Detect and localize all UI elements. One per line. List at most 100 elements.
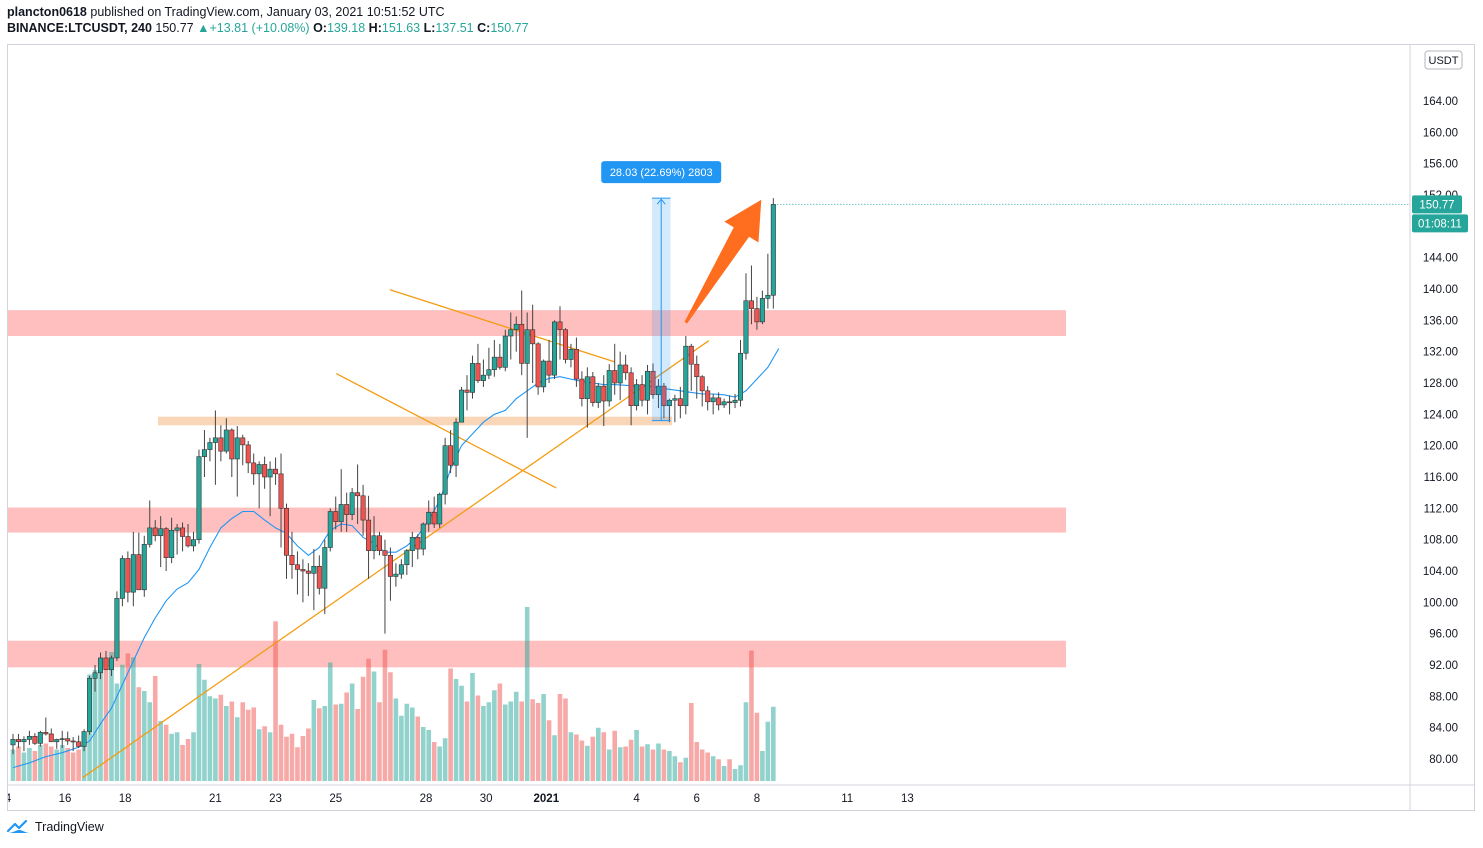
volume-bar xyxy=(131,657,136,781)
candle xyxy=(103,650,109,671)
candle-body xyxy=(70,740,76,743)
volume-bar xyxy=(404,703,410,781)
candle-body xyxy=(628,372,634,407)
candle-body xyxy=(677,398,683,407)
price-tick-label: 92.00 xyxy=(1429,660,1458,672)
footer-brand[interactable]: TradingView xyxy=(35,820,104,834)
volume-bar xyxy=(344,692,349,781)
candle xyxy=(469,355,475,399)
candle xyxy=(59,730,65,749)
candle-body xyxy=(579,378,585,399)
currency-box[interactable] xyxy=(1424,50,1463,70)
volume-bar xyxy=(459,685,464,781)
candle-body xyxy=(180,527,186,537)
candle-body xyxy=(743,300,749,354)
candle-body xyxy=(305,570,311,574)
volume-bar xyxy=(513,691,519,781)
candle xyxy=(645,364,651,415)
volume-bar xyxy=(595,727,601,781)
volume-bar xyxy=(338,703,344,781)
candle xyxy=(240,434,246,466)
candle xyxy=(573,337,579,387)
candle-body xyxy=(92,672,98,679)
volume-bar xyxy=(322,706,328,781)
candle xyxy=(185,524,191,548)
volume-bar xyxy=(667,751,672,781)
candle-body xyxy=(245,444,251,464)
candle xyxy=(459,386,465,423)
candle-body xyxy=(43,732,49,735)
candle-body xyxy=(218,437,224,452)
candle xyxy=(748,265,754,325)
volume-bar xyxy=(169,733,174,781)
volume-bar xyxy=(721,766,727,781)
candle-body xyxy=(683,345,689,407)
volume-bar xyxy=(327,662,333,781)
time-tick-label: 4 xyxy=(633,793,640,805)
candle xyxy=(92,665,98,692)
candle xyxy=(502,329,508,372)
volume-bar xyxy=(683,757,689,781)
time-tick-label: 16 xyxy=(59,793,72,805)
candle-body xyxy=(475,363,481,381)
chart-frame[interactable]: 28.03 (22.69%) 2803 80.00 84.00 88.00 92.00… xyxy=(7,44,1475,811)
tradingview-logo-icon xyxy=(7,820,30,833)
volume-bar xyxy=(749,650,754,781)
candle-body xyxy=(672,398,678,401)
volume-bar xyxy=(410,707,415,781)
candle-body xyxy=(196,456,202,540)
candle xyxy=(174,524,180,555)
candle-body xyxy=(87,678,93,732)
publisher-name[interactable]: plancton0618 xyxy=(7,5,87,19)
annotations-layer: 28.03 (22.69%) 2803 xyxy=(601,161,762,422)
candle xyxy=(136,532,142,591)
time-tick-label: 2021 xyxy=(534,793,560,805)
candlestick-chart[interactable]: 28.03 (22.69%) 2803 80.00 84.00 88.00 92.00… xyxy=(8,45,1474,810)
candle xyxy=(158,516,164,568)
candle xyxy=(634,379,640,411)
volume-bar xyxy=(574,734,579,781)
volume-bar xyxy=(21,752,27,781)
candle-body xyxy=(54,739,60,743)
candle xyxy=(316,555,322,595)
volume-bar xyxy=(382,649,388,781)
candle-body xyxy=(748,300,754,309)
resistance-zone xyxy=(8,310,1066,336)
candle xyxy=(267,461,273,517)
candle-body xyxy=(234,437,240,460)
candle xyxy=(191,531,197,552)
candle xyxy=(48,728,54,743)
low-value: 137.51 xyxy=(435,21,474,35)
volume-bar xyxy=(59,745,65,781)
volume-bar xyxy=(333,704,339,781)
volume-bar xyxy=(530,699,535,781)
candle xyxy=(70,737,76,752)
candle xyxy=(497,343,503,370)
volume-bar xyxy=(306,728,311,781)
price-tick-label: 116.00 xyxy=(1424,472,1458,484)
volume-bar xyxy=(628,739,634,781)
candle-body xyxy=(283,508,289,556)
volume-bar xyxy=(754,712,760,781)
price-tick-label: 160.00 xyxy=(1423,127,1458,139)
volume-bar xyxy=(486,702,492,781)
candle xyxy=(426,500,432,532)
volume-bar xyxy=(224,706,229,781)
volume-bar xyxy=(185,739,191,781)
candle xyxy=(262,456,268,489)
price-change: +13.81 (+10.08%) xyxy=(209,21,310,35)
candle-body xyxy=(26,735,32,740)
candle-body xyxy=(141,544,147,591)
volume-bar xyxy=(141,691,147,781)
candle xyxy=(229,428,235,477)
candle xyxy=(10,733,16,755)
trendline xyxy=(82,340,710,779)
measure-label-box xyxy=(601,161,722,184)
candle xyxy=(366,495,372,579)
time-tick-label: 8 xyxy=(754,793,760,805)
candle xyxy=(415,534,421,560)
last-price-tag xyxy=(1412,195,1462,214)
volume-bar xyxy=(202,679,207,781)
candle xyxy=(108,655,114,676)
candle-body xyxy=(404,550,410,566)
